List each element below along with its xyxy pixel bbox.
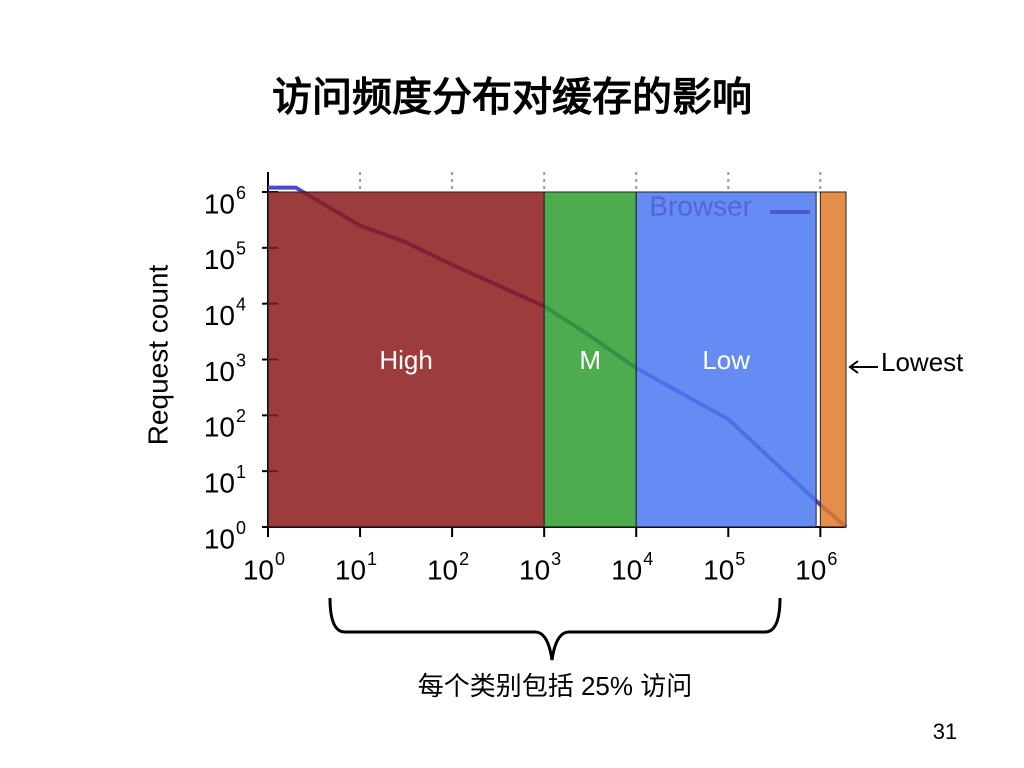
x-tick-label: 10 bbox=[795, 554, 826, 585]
y-tick-exponent: 6 bbox=[236, 183, 246, 203]
x-tick-label: 10 bbox=[427, 554, 458, 585]
slide-title: 访问频度分布对缓存的影响 bbox=[272, 76, 752, 120]
region bbox=[819, 191, 847, 528]
x-tick-label: 10 bbox=[243, 554, 274, 585]
region bbox=[267, 191, 545, 528]
y-tick-exponent: 3 bbox=[236, 350, 246, 370]
y-tick-label: 10 bbox=[204, 468, 235, 499]
x-tick-exponent: 4 bbox=[643, 549, 653, 569]
y-tick-exponent: 1 bbox=[236, 462, 246, 482]
lowest-arrow bbox=[848, 360, 878, 374]
x-tick-exponent: 3 bbox=[551, 549, 561, 569]
region-label: Low bbox=[702, 345, 750, 375]
x-tick-exponent: 5 bbox=[735, 549, 745, 569]
x-tick-exponent: 0 bbox=[275, 549, 285, 569]
x-tick-label: 10 bbox=[703, 554, 734, 585]
region-label: High bbox=[379, 345, 432, 375]
region-annotation: Lowest bbox=[881, 347, 964, 377]
y-axis-label: Request count bbox=[142, 265, 173, 446]
y-tick-label: 10 bbox=[204, 356, 235, 387]
legend-label: Browser bbox=[649, 190, 752, 221]
annotation: 每个类别包括 25% 访问 bbox=[418, 671, 693, 701]
region bbox=[635, 191, 817, 528]
region bbox=[543, 191, 637, 528]
x-tick-label: 10 bbox=[335, 554, 366, 585]
y-tick-label: 10 bbox=[204, 412, 235, 443]
y-tick-label: 10 bbox=[204, 244, 235, 275]
x-tick-label: 10 bbox=[611, 554, 642, 585]
x-tick-exponent: 6 bbox=[827, 549, 837, 569]
x-tick-exponent: 1 bbox=[367, 549, 377, 569]
y-tick-exponent: 0 bbox=[236, 518, 246, 538]
y-tick-label: 10 bbox=[204, 523, 235, 554]
y-tick-exponent: 5 bbox=[236, 239, 246, 259]
region-label: M bbox=[579, 345, 601, 375]
x-tick-label: 10 bbox=[519, 554, 550, 585]
x-tick-exponent: 2 bbox=[459, 549, 469, 569]
page-number: 31 bbox=[933, 719, 957, 744]
y-tick-label: 10 bbox=[204, 188, 235, 219]
bracket bbox=[328, 597, 782, 661]
y-tick-label: 10 bbox=[204, 300, 235, 331]
y-tick-exponent: 2 bbox=[236, 406, 246, 426]
y-tick-exponent: 4 bbox=[236, 294, 246, 314]
